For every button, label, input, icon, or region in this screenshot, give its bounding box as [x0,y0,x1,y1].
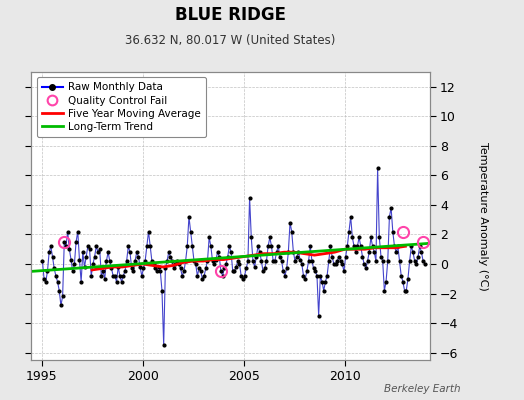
Text: 36.632 N, 80.017 W (United States): 36.632 N, 80.017 W (United States) [125,34,336,47]
Legend: Raw Monthly Data, Quality Control Fail, Five Year Moving Average, Long-Term Tren: Raw Monthly Data, Quality Control Fail, … [37,77,206,137]
Text: Berkeley Earth: Berkeley Earth [385,384,461,394]
Y-axis label: Temperature Anomaly (°C): Temperature Anomaly (°C) [478,142,488,290]
Text: BLUE RIDGE: BLUE RIDGE [175,6,286,24]
